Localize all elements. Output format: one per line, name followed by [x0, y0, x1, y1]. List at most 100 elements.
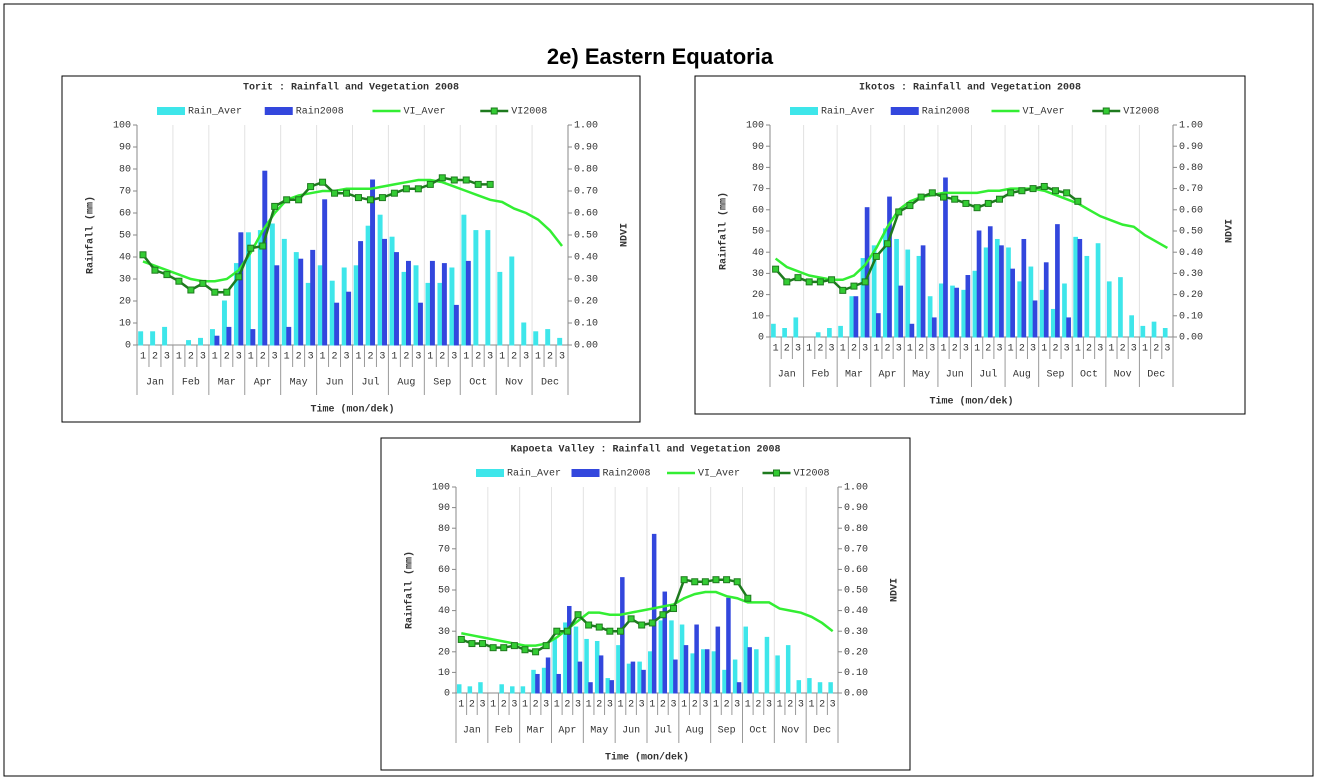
legend-marker: [1102, 107, 1110, 115]
bar: [186, 340, 192, 346]
bar: [853, 296, 859, 338]
y2-tick-label: 0.00: [1179, 333, 1203, 344]
y-axis-label: Rainfall (mm): [404, 551, 416, 629]
bar: [520, 686, 526, 694]
bar: [898, 285, 904, 338]
bar: [531, 669, 536, 694]
y-tick-label: 90: [752, 142, 764, 153]
y2-tick-label: 1.00: [844, 483, 868, 494]
x-tick-label: 1: [284, 352, 290, 363]
legend-marker: [773, 469, 780, 477]
legend-label: Rain_Aver: [507, 468, 561, 480]
bar: [1073, 236, 1079, 338]
y-tick-label: 90: [119, 143, 131, 154]
bar: [405, 260, 411, 346]
y2-tick-label: 0.20: [574, 297, 598, 308]
x-tick-label: 2: [511, 352, 517, 363]
bar: [509, 256, 515, 346]
marker: [595, 623, 603, 631]
marker: [175, 277, 183, 285]
x-tick-label: 2: [1052, 344, 1058, 355]
legend-label: Rain2008: [296, 106, 344, 118]
x-tick-label: 3: [511, 700, 517, 711]
x-tick-label: 1: [873, 344, 879, 355]
bar: [441, 263, 447, 346]
marker: [223, 288, 231, 296]
y2-tick-label: 0.30: [574, 275, 598, 286]
bar: [972, 270, 978, 338]
bar: [1032, 300, 1038, 338]
month-label: Feb: [182, 377, 200, 389]
marker: [1007, 189, 1015, 197]
x-tick-label: 1: [1075, 344, 1081, 355]
marker: [606, 627, 614, 635]
month-label: Oct: [749, 726, 767, 737]
x-tick-label: 2: [475, 352, 481, 363]
bar: [815, 332, 821, 338]
bar: [743, 626, 748, 694]
y2-tick-label: 0.50: [574, 231, 598, 242]
marker: [995, 195, 1003, 203]
chart-title: Torit : Rainfall and Vegetation 2008: [243, 82, 459, 94]
y2-tick-label: 1.00: [1179, 121, 1203, 132]
legend-swatch: [264, 107, 293, 115]
line: [460, 578, 749, 654]
bar: [673, 659, 678, 694]
marker: [414, 185, 422, 193]
marker: [1051, 187, 1059, 195]
bar: [987, 226, 993, 338]
bar: [545, 657, 551, 694]
bar: [651, 533, 657, 694]
marker: [139, 251, 147, 259]
marker: [638, 621, 646, 629]
bar: [456, 684, 462, 694]
x-tick-label: 3: [379, 352, 385, 363]
x-tick-label: 1: [535, 352, 541, 363]
month-label: Jul: [361, 377, 379, 389]
bar: [334, 302, 340, 346]
y2-tick-label: 0.40: [844, 606, 868, 617]
x-tick-label: 3: [896, 344, 902, 355]
marker: [828, 276, 836, 284]
bar: [358, 241, 364, 346]
x-tick-label: 2: [403, 352, 409, 363]
x-tick-label: 2: [985, 344, 991, 355]
marker: [659, 611, 667, 619]
x-tick-label: 1: [499, 352, 505, 363]
line: [461, 590, 834, 647]
bar: [1062, 283, 1067, 338]
x-tick-label: 1: [840, 344, 846, 355]
marker: [839, 286, 847, 294]
x-tick-label: 3: [200, 352, 206, 363]
bar: [817, 682, 823, 694]
marker: [521, 646, 529, 654]
x-tick-label: 1: [681, 700, 687, 711]
y2-axis-label: NDVI: [620, 223, 631, 247]
x-tick-label: 1: [320, 352, 326, 363]
bar: [1021, 238, 1027, 338]
x-axis-label: Time (mon/dek): [605, 752, 689, 764]
month-label: Jun: [946, 370, 964, 381]
x-tick-label: 3: [308, 352, 314, 363]
bar: [920, 245, 926, 338]
bar: [1151, 321, 1157, 338]
bar: [909, 323, 915, 338]
bar: [1162, 328, 1168, 338]
y-tick-label: 50: [119, 231, 131, 242]
bar: [1010, 268, 1015, 338]
marker: [307, 183, 315, 191]
marker: [648, 619, 656, 627]
bar: [453, 304, 459, 346]
x-tick-label: 3: [236, 352, 242, 363]
month-label: Jul: [654, 725, 672, 737]
x-tick-label: 3: [344, 352, 350, 363]
x-tick-label: 2: [469, 700, 475, 711]
chart-frame: [694, 75, 1246, 415]
bar: [704, 649, 710, 694]
legend-swatch: [476, 469, 504, 477]
x-tick-label: 2: [152, 352, 158, 363]
bar: [262, 170, 268, 346]
legend-label: VI_Aver: [698, 469, 740, 480]
y2-tick-label: 0.90: [1179, 142, 1203, 153]
